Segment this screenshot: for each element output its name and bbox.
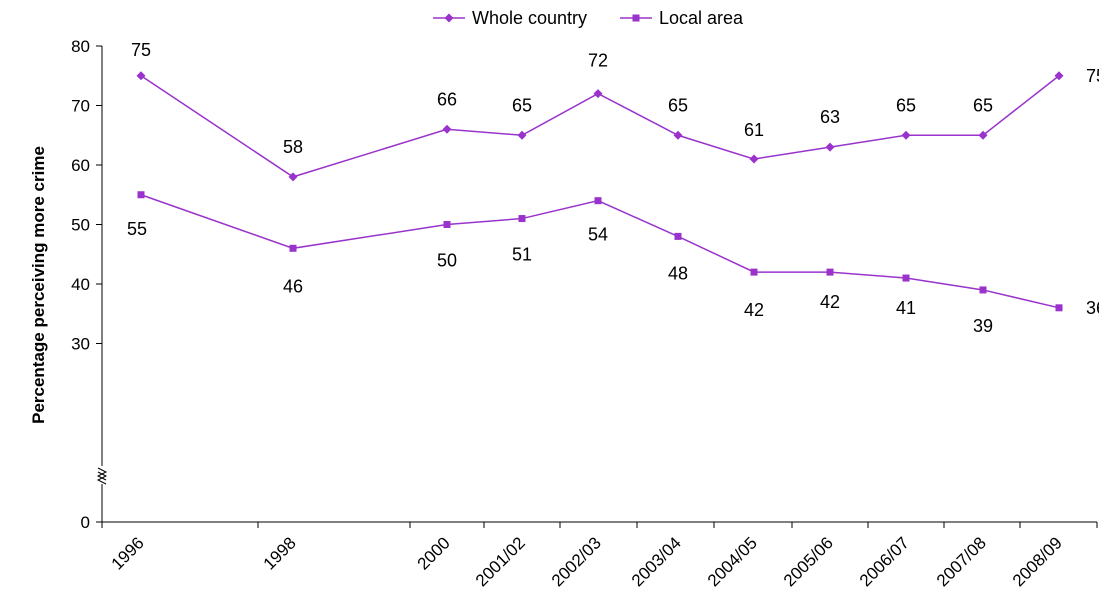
data-point-marker — [442, 124, 452, 134]
data-label: 75 — [131, 40, 151, 60]
x-tick-label: 2000 — [414, 533, 454, 573]
y-tick-label: 60 — [71, 156, 90, 175]
data-point-marker — [443, 221, 451, 228]
legend-item: Local area — [620, 8, 744, 28]
legend: Whole country Local area — [433, 8, 744, 28]
data-label: 42 — [744, 300, 764, 320]
data-point-marker — [749, 154, 759, 164]
data-point-marker — [593, 89, 603, 99]
data-point-marker — [750, 268, 758, 276]
data-point-marker — [518, 215, 526, 223]
legend-item: Whole country — [433, 8, 587, 28]
y-tick-label: 30 — [71, 335, 90, 354]
data-label: 65 — [973, 95, 993, 115]
data-point-marker — [137, 191, 145, 199]
data-point-marker — [517, 130, 527, 140]
data-label: 41 — [896, 298, 916, 318]
y-tick-label: 0 — [81, 513, 90, 532]
series-line — [140, 75, 1060, 178]
data-label: 54 — [588, 225, 608, 245]
data-point-marker — [978, 130, 988, 140]
data-label: 48 — [668, 263, 688, 283]
data-label: 65 — [896, 95, 916, 115]
data-point-marker — [1055, 304, 1063, 312]
x-tick-label: 2004/05 — [704, 533, 761, 590]
legend-label: Local area — [659, 8, 744, 28]
data-label: 50 — [437, 251, 457, 271]
data-label: 58 — [283, 137, 303, 157]
data-label: 42 — [820, 292, 840, 312]
data-point-marker — [674, 232, 682, 240]
x-tick-label: 2001/02 — [472, 533, 529, 590]
data-point-marker — [826, 268, 834, 276]
data-label: 51 — [512, 245, 532, 265]
x-tick-label: 1996 — [108, 533, 148, 573]
y-axis-label: Percentage perceiving more crime — [29, 146, 48, 424]
data-point-marker — [979, 286, 987, 294]
x-tick-label: 2007/08 — [933, 533, 990, 590]
x-tick-label: 1998 — [260, 533, 300, 573]
data-label: 72 — [588, 51, 608, 71]
axis-break-icon — [96, 466, 108, 485]
data-label: 61 — [744, 120, 764, 140]
series-local-area: 55 46 50 51 54 48 42 42 41 39 36 — [127, 191, 1099, 336]
data-label: 39 — [973, 316, 993, 336]
x-tick-label: 2003/04 — [628, 533, 685, 590]
data-label: 46 — [283, 276, 303, 296]
data-label: 65 — [512, 95, 532, 115]
data-label: 66 — [437, 89, 457, 109]
x-tick-label: 2008/09 — [1009, 533, 1066, 590]
data-point-marker — [901, 130, 911, 140]
data-label: 65 — [668, 95, 688, 115]
data-point-marker — [1054, 71, 1064, 81]
data-label: 55 — [127, 219, 147, 239]
legend-label: Whole country — [472, 8, 587, 28]
x-tick-label: 2005/06 — [780, 533, 837, 590]
data-point-marker — [673, 130, 683, 140]
data-point-marker — [825, 142, 835, 152]
data-label: 63 — [820, 107, 840, 127]
series-whole-country: 75 58 66 65 72 65 61 63 65 65 75 — [131, 40, 1099, 182]
data-label: 75 — [1086, 66, 1099, 86]
legend-marker — [632, 14, 640, 22]
legend-marker — [444, 13, 454, 23]
axes: 0 30 40 50 60 70 80 1996 1998 2000 2001/02 2002/03 2… — [71, 37, 1098, 590]
data-point-marker — [289, 244, 297, 252]
x-tick-label: 2002/03 — [548, 533, 605, 590]
y-tick-label: 70 — [71, 97, 90, 116]
y-tick-label: 40 — [71, 275, 90, 294]
data-point-marker — [288, 172, 298, 182]
data-label: 36 — [1086, 298, 1099, 318]
series-group: 75 58 66 65 72 65 61 63 65 65 75 55 46 50 51 54 48 42 42 41… — [127, 40, 1099, 336]
x-tick-label: 2006/07 — [856, 533, 913, 590]
data-point-marker — [902, 274, 910, 282]
data-point-marker — [594, 197, 602, 205]
data-point-marker — [136, 71, 146, 81]
y-tick-label: 80 — [71, 37, 90, 56]
y-tick-label: 50 — [71, 216, 90, 235]
series-line — [140, 194, 1060, 309]
